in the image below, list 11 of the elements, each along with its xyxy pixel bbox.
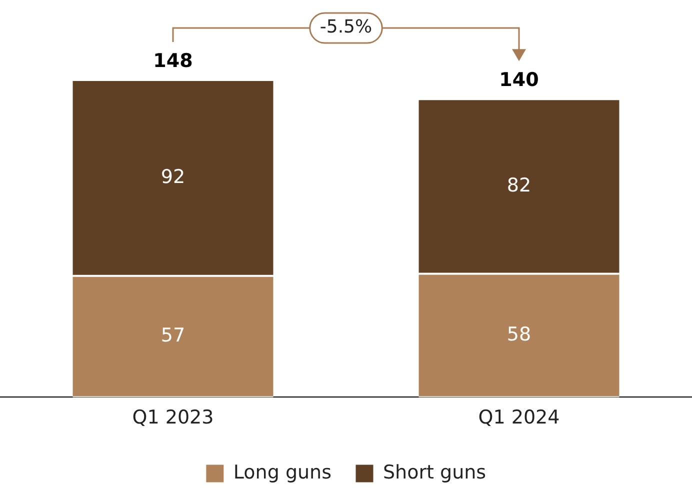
data-label: 57 [160, 324, 186, 346]
text: -5.5% [320, 16, 372, 38]
legend-label: Long guns [233, 461, 332, 484]
data-label: 58 [506, 323, 532, 346]
data-label: 92 [160, 166, 186, 188]
x-tick-label: Q1 2023 [132, 406, 214, 429]
total-label: 148 [153, 50, 193, 72]
legend-label: Short guns [382, 461, 486, 484]
total-label: 140 [499, 69, 539, 92]
data-label: 82 [506, 174, 532, 196]
x-tick-label: Q1 2024 [478, 406, 560, 429]
